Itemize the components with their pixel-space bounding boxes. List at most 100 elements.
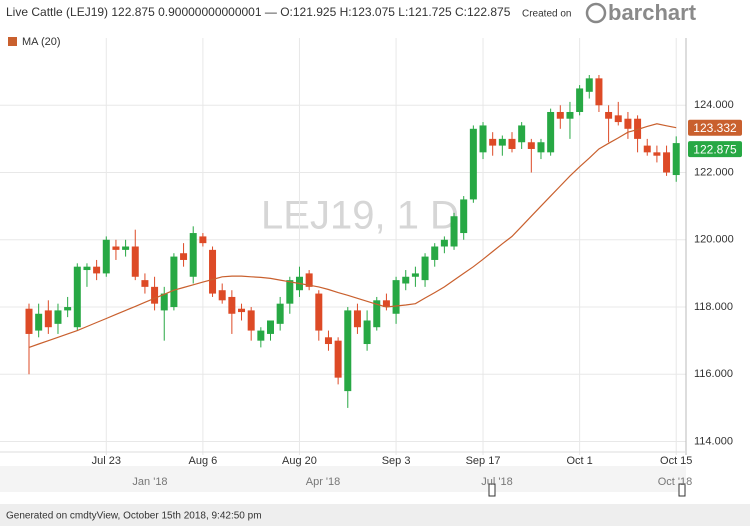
candle-body bbox=[402, 276, 410, 284]
navigator bbox=[0, 466, 686, 492]
candle-body bbox=[373, 300, 381, 328]
navigator-handle[interactable] bbox=[678, 483, 686, 497]
candle-body bbox=[382, 300, 390, 308]
candle-body bbox=[508, 138, 516, 149]
x-tick-label: Aug 6 bbox=[189, 455, 218, 467]
candle-body bbox=[54, 310, 62, 324]
candle-body bbox=[44, 310, 52, 328]
chart-title: Live Cattle (LEJ19) 122.875 0.9000000000… bbox=[6, 5, 511, 19]
candle-body bbox=[547, 111, 555, 153]
price-tag-label: 123.332 bbox=[693, 121, 737, 135]
candle-body bbox=[344, 310, 352, 392]
ma-line bbox=[28, 123, 677, 348]
candle-body bbox=[421, 256, 429, 281]
candle-body bbox=[576, 88, 584, 112]
candle-body bbox=[199, 236, 207, 244]
candle-body bbox=[189, 233, 197, 277]
x-tick-label: Jul 23 bbox=[92, 455, 121, 467]
x-tick-label: Oct 1 bbox=[566, 455, 592, 467]
candle-body bbox=[353, 310, 361, 328]
candle-body bbox=[518, 125, 526, 143]
candle-body bbox=[595, 78, 603, 106]
candle-body bbox=[122, 246, 130, 250]
candle-body bbox=[566, 111, 574, 119]
candle-body bbox=[64, 307, 72, 311]
watermark: LEJ19, 1 D bbox=[261, 194, 459, 238]
y-tick-label: 124.000 bbox=[694, 99, 734, 111]
y-tick-label: 122.000 bbox=[694, 166, 734, 178]
navigator-label: Jul '18 bbox=[481, 476, 512, 488]
candle-body bbox=[25, 308, 33, 334]
candle-body bbox=[112, 246, 120, 250]
legend-swatch bbox=[8, 37, 17, 46]
candle-body bbox=[267, 320, 274, 334]
price-tag bbox=[688, 141, 742, 158]
y-tick-label: 118.000 bbox=[694, 301, 733, 313]
navigator-handle[interactable] bbox=[488, 483, 496, 497]
candle-body bbox=[315, 293, 323, 331]
created-on: Created on bbox=[522, 9, 571, 20]
logo: barchart bbox=[608, 0, 697, 25]
candle-body bbox=[363, 320, 371, 345]
candle-body bbox=[238, 308, 246, 313]
candle-body bbox=[209, 249, 217, 294]
navigator-label: Apr '18 bbox=[306, 476, 341, 488]
legend-label: MA (20) bbox=[22, 36, 61, 48]
candle-body bbox=[228, 296, 236, 314]
candle-body bbox=[35, 313, 43, 331]
candle-body bbox=[160, 293, 168, 311]
candle-body bbox=[605, 111, 613, 119]
candle-body bbox=[431, 246, 439, 260]
candle-body bbox=[450, 216, 458, 247]
candle-body bbox=[527, 142, 535, 149]
footer: Generated on cmdtyView, October 15th 201… bbox=[6, 511, 262, 522]
candle-body bbox=[489, 138, 497, 146]
candle-body bbox=[247, 310, 255, 331]
candle-body bbox=[537, 142, 545, 153]
candle-body bbox=[663, 152, 671, 173]
candle-body bbox=[653, 152, 661, 156]
x-tick-label: Oct 15 bbox=[660, 455, 692, 467]
candle-body bbox=[634, 118, 642, 139]
candle-body bbox=[180, 253, 188, 260]
candle-body bbox=[257, 330, 265, 341]
y-tick-label: 120.000 bbox=[694, 234, 734, 246]
navigator-label: Oct '18 bbox=[658, 476, 693, 488]
candle-body bbox=[624, 118, 632, 129]
candle-body bbox=[93, 266, 101, 274]
candle-body bbox=[440, 239, 448, 247]
candle-body bbox=[305, 273, 313, 287]
candle-body bbox=[392, 280, 400, 314]
candle-body bbox=[151, 286, 159, 304]
footer-bar bbox=[0, 504, 750, 526]
candle-body bbox=[170, 256, 178, 308]
candle-body bbox=[479, 125, 487, 153]
price-tag-label: 122.875 bbox=[693, 142, 737, 156]
candle-body bbox=[411, 273, 419, 277]
x-tick-label: Sep 17 bbox=[466, 455, 501, 467]
candle-body bbox=[643, 145, 651, 153]
x-tick-label: Aug 20 bbox=[282, 455, 317, 467]
navigator-label: Jan '18 bbox=[132, 476, 167, 488]
x-tick-label: Sep 3 bbox=[382, 455, 411, 467]
candle-body bbox=[324, 337, 332, 345]
y-tick-label: 116.000 bbox=[694, 368, 733, 380]
logo-icon bbox=[585, 2, 607, 24]
candle-body bbox=[131, 246, 139, 277]
candle-body bbox=[73, 266, 81, 328]
candle-body bbox=[102, 239, 110, 274]
candle-body bbox=[498, 138, 506, 146]
candle-body bbox=[672, 143, 680, 176]
candle-body bbox=[469, 128, 477, 200]
candle-body bbox=[83, 266, 91, 271]
candle-body bbox=[286, 280, 294, 304]
price-tag bbox=[688, 119, 742, 136]
candle-body bbox=[556, 111, 564, 119]
y-tick-label: 114.000 bbox=[694, 435, 733, 447]
candle-body bbox=[585, 78, 593, 92]
candle-body bbox=[334, 340, 342, 378]
candle-body bbox=[614, 115, 622, 123]
candle-body bbox=[276, 303, 284, 324]
